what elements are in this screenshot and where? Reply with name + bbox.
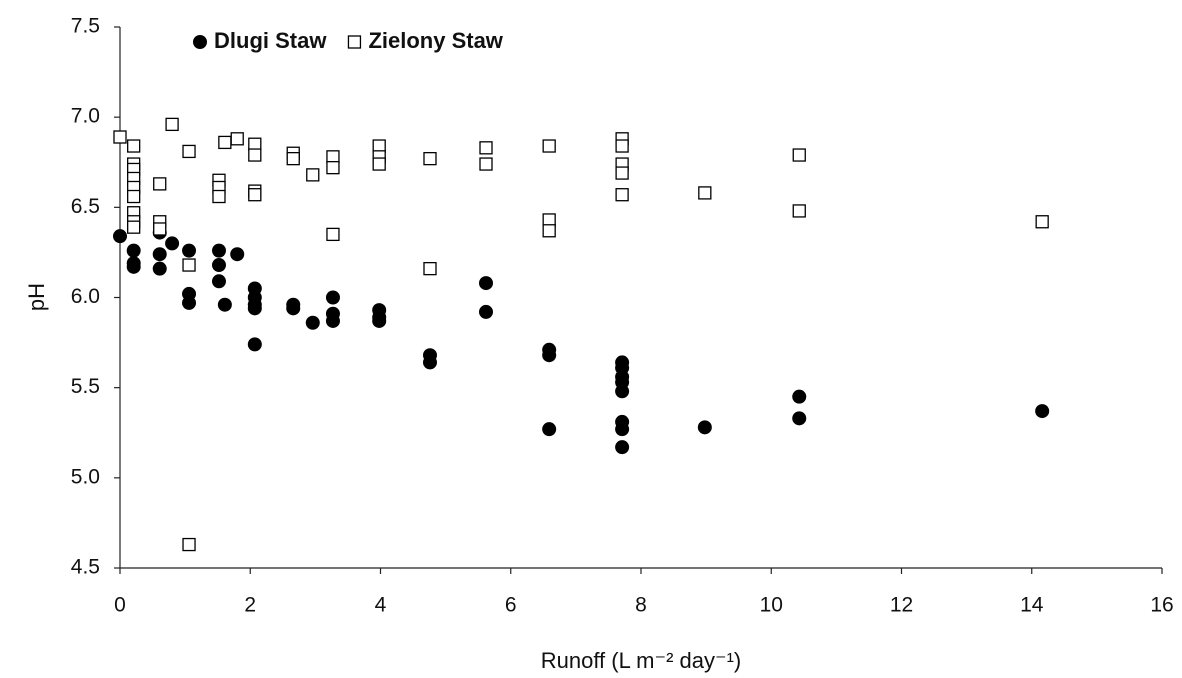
- y-tick-label: 4.5: [71, 556, 100, 579]
- legend-marker: [193, 35, 207, 49]
- legend-marker: [347, 35, 362, 49]
- point: [372, 313, 387, 328]
- point: [698, 186, 712, 200]
- point: [479, 276, 494, 291]
- point: [792, 204, 806, 218]
- point: [182, 295, 197, 310]
- point: [127, 139, 141, 153]
- point: [126, 259, 141, 274]
- y-tick-label: 7.5: [71, 15, 100, 38]
- point: [697, 420, 712, 435]
- y-tick-label: 5.5: [71, 375, 100, 398]
- point: [542, 422, 557, 437]
- point: [153, 177, 167, 191]
- point: [423, 261, 437, 276]
- point: [127, 189, 141, 204]
- point: [182, 537, 196, 552]
- point: [792, 148, 806, 162]
- legend-label: Zielony Staw: [368, 28, 503, 53]
- x-tick-label: 16: [1150, 594, 1173, 617]
- x-tick-label: 0: [114, 594, 126, 617]
- point: [325, 313, 340, 328]
- point: [479, 141, 493, 155]
- x-tick-label: 2: [244, 594, 256, 617]
- point: [247, 301, 262, 316]
- point: [212, 189, 226, 204]
- point: [422, 355, 437, 370]
- point: [126, 243, 141, 258]
- point: [542, 348, 557, 363]
- point: [542, 139, 556, 153]
- point: [211, 274, 226, 289]
- x-tick-label: 12: [890, 594, 913, 617]
- point: [230, 247, 245, 262]
- y-axis-label: pH: [24, 283, 49, 311]
- y-tick-label: 6.5: [71, 195, 100, 218]
- point: [1035, 215, 1049, 229]
- point: [423, 151, 437, 166]
- point: [286, 151, 300, 166]
- point: [248, 188, 262, 202]
- point: [153, 222, 167, 236]
- point: [247, 337, 262, 352]
- point: [615, 440, 630, 455]
- point: [615, 166, 629, 180]
- x-tick-label: 14: [1020, 594, 1044, 617]
- point: [113, 229, 127, 244]
- point: [615, 188, 629, 202]
- point: [326, 227, 340, 242]
- x-axis-label: Runoff (L m⁻² day⁻¹): [541, 648, 742, 673]
- legend-label: Dlugi Staw: [214, 28, 327, 53]
- y-tick-label: 7.0: [71, 105, 100, 128]
- point: [479, 157, 493, 171]
- point: [372, 157, 386, 171]
- point: [211, 243, 226, 258]
- x-tick-label: 8: [635, 594, 647, 617]
- point: [152, 247, 167, 262]
- y-tick-label: 5.0: [71, 465, 100, 488]
- point: [479, 304, 494, 319]
- point: [182, 258, 196, 272]
- point: [792, 411, 807, 426]
- point: [248, 148, 262, 162]
- point: [326, 161, 340, 175]
- point: [230, 132, 244, 146]
- x-tick-label: 10: [760, 594, 783, 617]
- y-tick-label: 6.0: [71, 285, 100, 308]
- point: [305, 315, 320, 330]
- point: [218, 135, 232, 150]
- x-tick-label: 4: [375, 594, 387, 617]
- point: [152, 261, 167, 276]
- point: [182, 243, 197, 258]
- point: [1035, 404, 1050, 419]
- point: [615, 384, 630, 399]
- point: [217, 297, 232, 312]
- point: [286, 301, 301, 316]
- point: [165, 117, 179, 132]
- x-tick-label: 6: [505, 594, 517, 617]
- point: [615, 422, 630, 437]
- point: [211, 258, 226, 273]
- point: [306, 168, 320, 182]
- point: [113, 130, 127, 144]
- point: [615, 139, 629, 153]
- point: [542, 224, 556, 238]
- point: [165, 236, 180, 251]
- point: [182, 144, 196, 159]
- point: [325, 290, 340, 305]
- point: [792, 389, 807, 404]
- point: [127, 220, 141, 234]
